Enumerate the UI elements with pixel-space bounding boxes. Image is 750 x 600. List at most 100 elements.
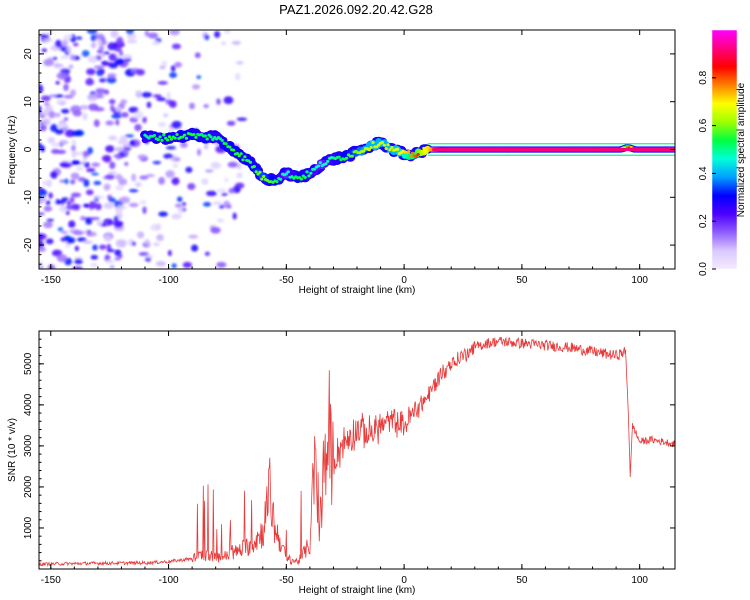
noise-blob [105,120,114,126]
ridge-point [192,132,196,136]
noise-blob [235,61,244,65]
noise-blob [63,235,71,242]
ridge-point [388,148,392,152]
noise-blob [210,161,222,170]
noise-blob [226,120,236,126]
noise-blob [68,220,76,229]
ridge-point [395,147,400,151]
ridge-point [384,147,388,151]
ridge-point [326,159,330,163]
noise-blob [126,33,137,40]
noise-blob [115,221,122,227]
ridge-point [286,170,290,174]
noise-blob [158,176,165,185]
bottom-y-tick-label: 4000 [23,393,34,416]
noise-blob [171,263,177,269]
noise-blob [68,64,74,69]
noise-blob [48,94,57,98]
noise-blob [181,202,187,206]
ridge-point [380,140,385,144]
noise-blob [95,88,106,94]
noise-blob [94,195,105,200]
ridge-point [237,154,241,158]
noise-blob [55,149,67,155]
noise-blob [115,174,123,181]
noise-blob [174,61,182,68]
noise-blob [182,261,192,268]
spectral-ridge [140,127,675,187]
colorbar-gradient [712,30,737,269]
noise-blob [234,72,241,81]
noise-blob [57,227,64,232]
ridge-point [409,154,413,158]
noise-blob [221,41,227,46]
noise-blob [106,76,117,84]
ridge-point [169,137,174,141]
noise-blob [73,42,79,47]
noise-blob [57,122,68,129]
noise-blob [105,145,115,153]
noise-blob [171,43,182,50]
noise-blob [116,205,127,210]
noise-blob [90,255,99,260]
noise-blob [216,98,221,105]
noise-blob [113,154,121,158]
top-y-ticks: -20 -10 0 10 20 [23,34,675,265]
noise-blob [74,258,83,265]
noise-blob [185,166,193,173]
ridge-point [258,170,262,174]
ridge-point [361,149,366,153]
noise-blob [165,170,175,179]
ridge-point [241,158,245,162]
noise-blob [204,34,210,41]
noise-blob [79,104,89,110]
ridge-point [173,136,177,140]
ridge-point [390,145,394,149]
ridge-point [424,148,428,152]
snr-panel: -150 -100 -50 0 50 100 1000 2000 3000 4000 5000 H… [7,330,676,596]
noise-blob [60,55,70,59]
ridge-point [309,171,313,175]
noise-blob [66,201,71,206]
noise-blob [163,153,174,159]
noise-blob [39,123,47,132]
ridge-point [165,138,170,142]
noise-blob [131,115,143,119]
noise-blob [91,162,101,167]
noise-blob [42,221,53,229]
noise-blob [56,72,68,80]
noise-blob [165,146,177,150]
noise-blob [45,200,51,206]
noise-blob [223,96,234,105]
noise-blob [144,255,154,259]
noise-blob [59,68,71,74]
noise-blob [43,59,54,67]
ridge-point [367,148,371,152]
noise-blob [227,161,238,168]
noise-blob [203,201,212,207]
noise-blob [86,30,98,34]
noise-blob [203,145,209,150]
ridge-point [162,133,166,137]
noise-blob [80,215,86,221]
noise-blob [65,210,70,216]
noise-blob [82,112,88,121]
top-y-tick-label: 20 [23,48,34,60]
bottom-x-tick-label: 100 [631,575,648,586]
noise-blob [52,56,58,61]
noise-blob [86,68,96,76]
noise-blob [162,113,169,118]
noise-blob [177,206,184,214]
noise-blob [92,244,98,251]
noise-blob [171,120,182,129]
noise-blob [128,188,139,193]
noise-blob [43,205,53,212]
noise-blob [226,204,232,209]
noise-blob [169,30,180,36]
noise-blob [141,91,152,98]
noise-blob [196,148,202,156]
bottom-y-ticks: 1000 2000 3000 4000 5000 [23,338,675,562]
noise-blob [214,30,221,38]
colorbar: 0.0 0.2 0.4 0.6 0.8 Normalized spectral ampl… [698,29,747,276]
noise-blob [86,231,97,237]
